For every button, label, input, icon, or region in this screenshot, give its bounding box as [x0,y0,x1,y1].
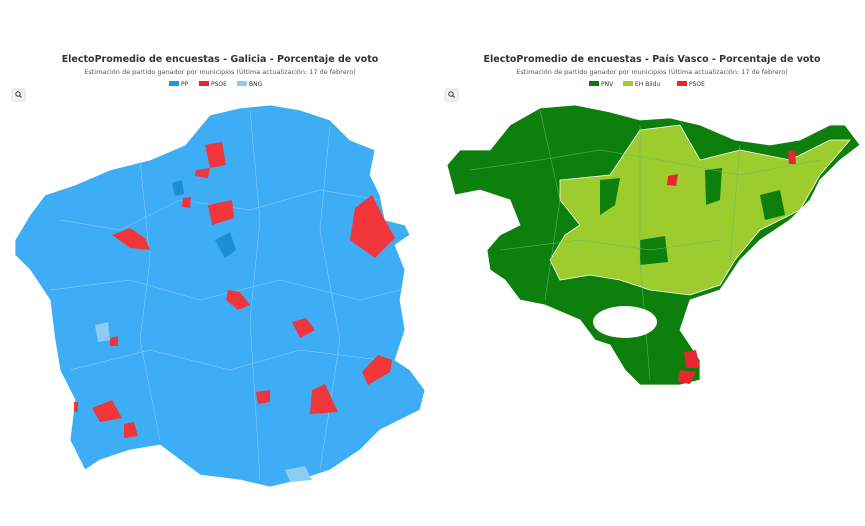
legend: PP PSOE BNG [169,81,263,88]
legend-swatch [237,81,247,86]
map-subtitle: Estimación de partido ganador por munici… [516,67,788,76]
map-title: ElectoPromedio de encuestas - País Vasco… [484,54,821,65]
galicia-panel: ElectoPromedio de encuestas - Galicia - … [11,54,426,488]
zoom-button[interactable] [11,88,26,102]
map-title: ElectoPromedio de encuestas - Galicia - … [62,54,379,65]
galicia-map [14,104,426,488]
pais-vasco-panel: ElectoPromedio de encuestas - País Vasco… [444,54,861,386]
legend: PNV EH Bildu PSOE [589,81,705,88]
legend-label: PNV [601,81,614,88]
legend-label: EH Bildu [635,81,660,88]
legend-swatch [169,81,179,86]
pais-vasco-map [446,104,861,386]
legend-swatch [623,81,633,86]
legend-label: PSOE [689,81,705,88]
legend-swatch [677,81,687,86]
legend-label: BNG [249,81,263,88]
zoom-button[interactable] [444,88,459,102]
legend-label: PSOE [211,81,227,88]
legend-swatch [199,81,209,86]
legend-label: PP [181,81,189,88]
legend-swatch [589,81,599,86]
map-subtitle: Estimación de partido ganador por munici… [84,67,356,76]
